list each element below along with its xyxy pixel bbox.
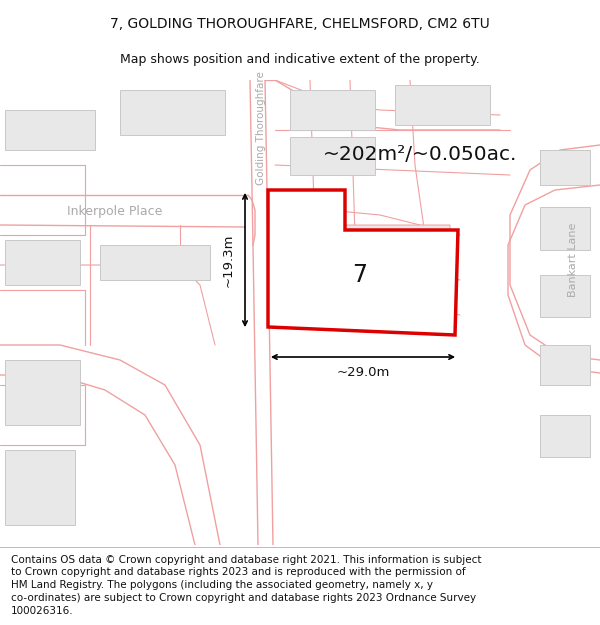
Polygon shape [395, 85, 490, 125]
Polygon shape [280, 200, 450, 325]
Polygon shape [290, 90, 375, 130]
Text: Golding Thoroughfare: Golding Thoroughfare [256, 71, 266, 185]
Text: ~202m²/~0.050ac.: ~202m²/~0.050ac. [323, 146, 517, 164]
Text: Map shows position and indicative extent of the property.: Map shows position and indicative extent… [120, 54, 480, 66]
Polygon shape [5, 360, 80, 425]
Text: Inkerpole Place: Inkerpole Place [67, 206, 163, 219]
Polygon shape [540, 345, 590, 385]
Text: Contains OS data © Crown copyright and database right 2021. This information is : Contains OS data © Crown copyright and d… [11, 554, 481, 616]
Polygon shape [540, 415, 590, 457]
Text: 7: 7 [353, 263, 367, 287]
Polygon shape [5, 240, 80, 285]
Polygon shape [540, 275, 590, 317]
Text: Bankart Lane: Bankart Lane [568, 222, 578, 297]
Text: ~29.0m: ~29.0m [337, 366, 389, 379]
Polygon shape [540, 150, 590, 185]
Polygon shape [290, 137, 375, 175]
Polygon shape [540, 207, 590, 250]
Polygon shape [100, 245, 210, 280]
Text: 7, GOLDING THOROUGHFARE, CHELMSFORD, CM2 6TU: 7, GOLDING THOROUGHFARE, CHELMSFORD, CM2… [110, 17, 490, 31]
Polygon shape [120, 90, 225, 135]
Text: ~19.3m: ~19.3m [221, 233, 235, 287]
Polygon shape [5, 110, 95, 150]
Polygon shape [268, 190, 458, 335]
Polygon shape [5, 450, 75, 525]
